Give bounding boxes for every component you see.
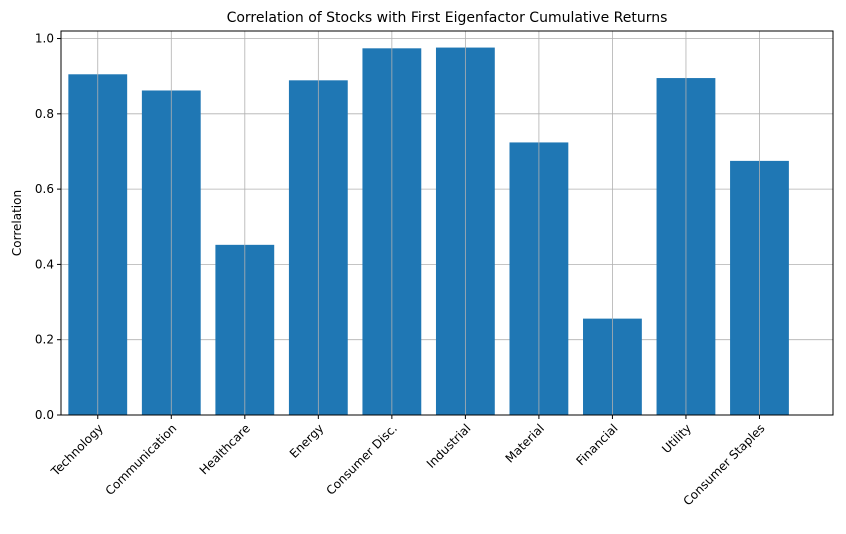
x-tick-label: Energy — [287, 421, 327, 461]
y-tick-label: 0.0 — [35, 408, 54, 422]
y-axis-label: Correlation — [10, 190, 24, 256]
x-tick-label: Financial — [573, 421, 620, 468]
y-tick-label: 0.4 — [35, 257, 54, 271]
y-tick-label: 0.2 — [35, 333, 54, 347]
y-ticks: 0.0 0.2 0.4 0.6 0.8 1.0 — [35, 32, 61, 422]
x-tick-label: Consumer Staples — [680, 421, 767, 508]
x-tick-label: Utility — [659, 421, 694, 456]
chart-title: Correlation of Stocks with First Eigenfa… — [227, 10, 668, 26]
bars — [68, 47, 789, 416]
x-tick-label: Material — [503, 421, 547, 465]
x-tick-label: Industrial — [424, 421, 474, 471]
y-tick-label: 0.6 — [35, 182, 54, 196]
x-tick-label: Consumer Disc. — [323, 421, 400, 498]
x-tick-label: Healthcare — [197, 421, 253, 477]
plot-frame — [60, 30, 834, 416]
x-tick-label: Technology — [48, 421, 106, 479]
x-tick-label: Communication — [103, 421, 180, 498]
y-tick-label: 1.0 — [35, 32, 54, 46]
y-tick-label: 0.8 — [35, 107, 54, 121]
